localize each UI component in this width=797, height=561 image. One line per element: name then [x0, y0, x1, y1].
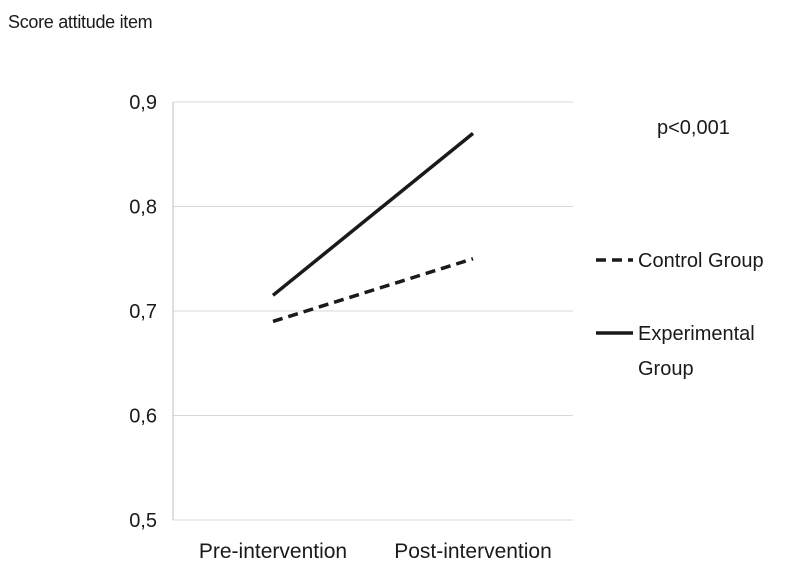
- legend-label: Experimental: [638, 323, 755, 345]
- y-tick-label: 0,7: [129, 301, 157, 323]
- y-tick-label: 0,8: [129, 197, 157, 219]
- x-tick-label: Pre-intervention: [199, 540, 347, 561]
- legend-label: Group: [638, 358, 694, 380]
- series-line-experimental: [271, 131, 475, 297]
- y-axis-title: Score attitude item: [8, 12, 153, 32]
- x-tick-label: Post-intervention: [394, 540, 552, 561]
- y-tick-label: 0,9: [129, 92, 157, 114]
- y-tick-label: 0,6: [129, 406, 157, 428]
- p-value-annotation: p<0,001: [657, 117, 730, 139]
- legend-label: Control Group: [638, 250, 764, 272]
- y-tick-label: 0,5: [129, 510, 157, 532]
- series-line-control: [272, 257, 474, 324]
